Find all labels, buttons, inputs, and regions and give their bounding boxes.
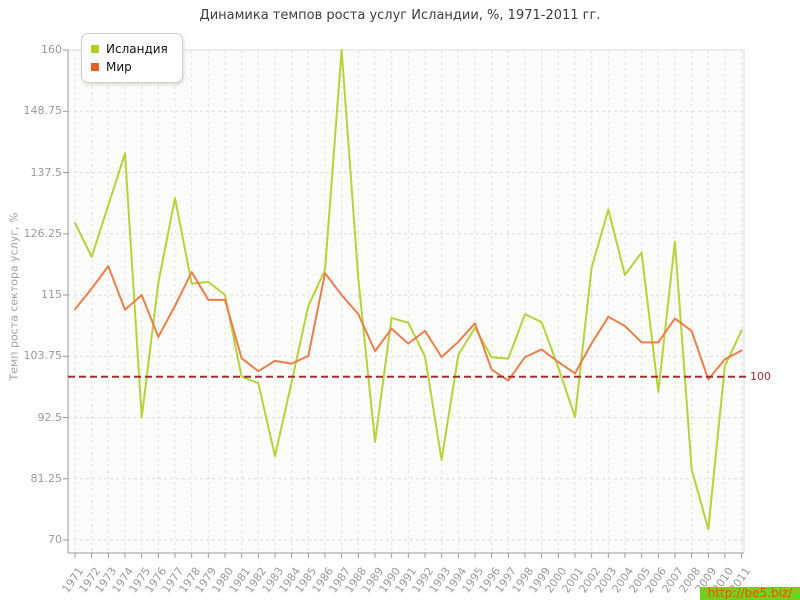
y-tick-label: 126.25	[23, 226, 63, 240]
legend-swatch-world	[91, 63, 99, 71]
legend-label-iceland: Исландия	[106, 42, 168, 56]
chart-title: Динамика темпов роста услуг Исландии, %,…	[199, 8, 601, 23]
guide-line-label: 100	[750, 369, 771, 383]
y-tick-label: 148.75	[23, 104, 63, 118]
legend: Исландия Мир	[81, 33, 183, 83]
y-tick-label: 70	[48, 533, 62, 546]
y-tick-label: 92.5	[37, 410, 63, 424]
y-tick-label: 137.5	[30, 165, 63, 179]
y-tick-label: 81.25	[30, 471, 63, 485]
y-tick-label: 115	[41, 288, 62, 301]
legend-item-iceland[interactable]: Исландия	[91, 40, 168, 58]
legend-swatch-iceland	[91, 45, 99, 53]
y-tick-label: 160	[41, 43, 62, 56]
y-tick-label: 103.75	[23, 349, 63, 363]
legend-item-world[interactable]: Мир	[91, 58, 168, 76]
watermark-link[interactable]: http://be5.biz/	[700, 587, 800, 600]
legend-label-world: Мир	[106, 60, 132, 74]
